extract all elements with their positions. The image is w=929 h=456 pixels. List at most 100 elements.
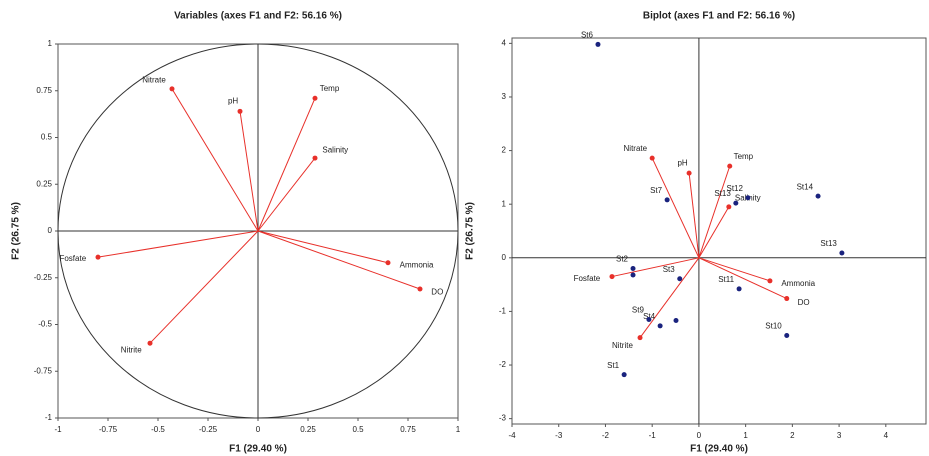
observation-point [646, 316, 652, 322]
observation-point [815, 193, 821, 199]
variable-vector [639, 257, 700, 338]
variable-point [312, 155, 318, 161]
variable-point [686, 170, 692, 176]
variable-point [726, 204, 732, 210]
x-tick-label: 3 [837, 431, 842, 440]
variable-vector [257, 157, 316, 232]
y-tick-label: 0 [48, 226, 53, 235]
y-tick-label: 3 [502, 92, 507, 101]
variable-point [237, 108, 243, 114]
observation-label: St2 [616, 255, 629, 264]
x-tick-label: 2 [790, 431, 795, 440]
variable-point [637, 335, 643, 341]
observation-label: St9 [632, 306, 645, 315]
x-tick-label: -2 [602, 431, 610, 440]
x-tick-label: 0.25 [300, 425, 316, 434]
observation-point [657, 323, 663, 329]
observation-point [630, 272, 636, 278]
x-tick-label: -4 [508, 431, 516, 440]
variable-vector [698, 257, 771, 282]
observation-point [673, 318, 679, 324]
variable-label: Ammonia [781, 279, 815, 288]
y-tick-label: -2 [499, 360, 507, 369]
variable-label: Fosfate [574, 274, 601, 283]
observation-point [784, 333, 790, 339]
variable-label: DO [431, 287, 443, 296]
observation-point [736, 286, 742, 292]
y-tick-label: -0.75 [34, 366, 53, 375]
variable-point [385, 260, 391, 266]
y-tick-label: 0 [502, 253, 507, 262]
observation-label: St6 [581, 31, 594, 40]
y-tick-label: -0.5 [38, 320, 52, 329]
variable-label: Temp [320, 84, 340, 93]
x-tick-label: 1 [743, 431, 748, 440]
observation-label: St7 [650, 186, 663, 195]
chart-title: Biplot (axes F1 and F2: 56.16 %) [643, 11, 795, 22]
variable-vector [149, 230, 259, 344]
variable-point [312, 95, 318, 101]
x-tick-label: 1 [456, 425, 461, 434]
observation-label: St11 [718, 275, 734, 284]
observation-point [595, 41, 601, 47]
x-tick-label: 0 [256, 425, 261, 434]
variable-point [727, 163, 733, 169]
observation-label: St12 [727, 184, 744, 193]
x-tick-label: -0.75 [99, 425, 118, 434]
observation-label: St3 [663, 265, 676, 274]
observation-point [839, 250, 845, 256]
y-axis-title: F2 (26.75 %) [465, 202, 476, 260]
x-tick-label: -3 [555, 431, 563, 440]
y-tick-label: 0.75 [36, 86, 52, 95]
x-tick-label: 4 [884, 431, 889, 440]
x-tick-label: -0.5 [151, 425, 165, 434]
observation-label: St13 [714, 189, 731, 198]
variable-label: pH [228, 97, 238, 106]
variable-label: Ammonia [400, 260, 434, 269]
observation-label: St13 [820, 239, 837, 248]
variable-vector [239, 111, 259, 232]
variable-point [767, 278, 773, 284]
observation-label: St14 [797, 182, 814, 191]
variable-vector [257, 230, 421, 290]
y-tick-label: 1 [48, 39, 53, 48]
variable-label: Nitrate [142, 75, 166, 84]
y-tick-label: -1 [45, 413, 53, 422]
x-tick-label: 0.5 [352, 425, 364, 434]
variable-point [417, 286, 423, 292]
observation-label: St10 [765, 322, 782, 331]
observation-label: St4 [643, 312, 656, 321]
observation-point [630, 266, 636, 272]
variable-point [95, 254, 101, 260]
variable-vector [651, 157, 700, 259]
observation-point [664, 197, 670, 203]
y-tick-label: 1 [502, 199, 507, 208]
variable-label: Nitrate [624, 144, 648, 153]
observation-point [733, 200, 739, 206]
observation-point [621, 372, 627, 378]
variable-vector [611, 257, 700, 278]
variable-vector [171, 88, 259, 232]
variable-vector [97, 230, 259, 258]
y-tick-label: -1 [499, 307, 507, 316]
variable-vector [698, 206, 730, 259]
x-tick-label: 0.75 [400, 425, 416, 434]
x-axis-title: F1 (29.40 %) [690, 444, 748, 455]
chart-title: Variables (axes F1 and F2: 56.16 %) [174, 11, 342, 22]
y-tick-label: 0.5 [41, 133, 53, 142]
variable-point [649, 155, 655, 161]
variable-vector [257, 230, 389, 264]
variable-vector [688, 173, 700, 258]
variable-label: Salinity [322, 145, 348, 154]
variable-point [169, 86, 175, 92]
variable-vector [257, 98, 316, 232]
variable-point [609, 274, 615, 280]
y-tick-label: -3 [499, 414, 507, 423]
variable-label: Temp [734, 152, 754, 161]
y-axis-title: F2 (26.75 %) [11, 202, 22, 260]
x-tick-label: 0 [697, 431, 702, 440]
plot-frame [511, 37, 927, 425]
x-axis-title: F1 (29.40 %) [229, 444, 287, 455]
y-tick-label: -0.25 [34, 273, 53, 282]
